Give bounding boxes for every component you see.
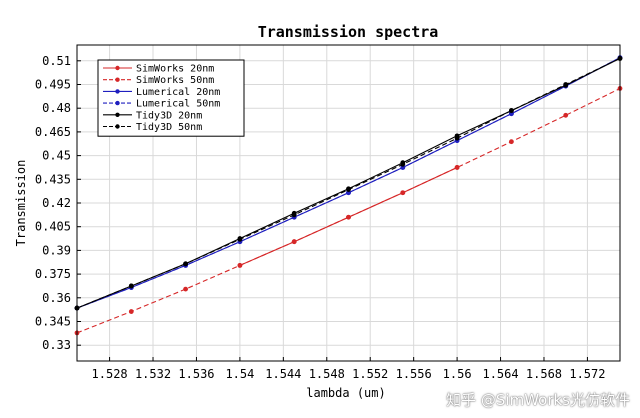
legend-label: Tidy3D 20nm (136, 110, 202, 121)
legend-marker (115, 65, 120, 71)
series-line (76, 57, 621, 309)
x-axis: 1.528 1.532 1.536 1.54 1.544 1.548 1.552 1.556 1… (92, 357, 605, 381)
x-tick-label: 1.568 (526, 367, 562, 381)
x-tick-label: 1.528 (92, 367, 128, 381)
legend-label: Lumerical 50nm (136, 99, 220, 110)
y-tick-label: 0.495 (35, 78, 71, 92)
y-tick-label: 0.42 (42, 196, 71, 210)
y-tick-label: 0.51 (42, 54, 71, 68)
chart-title: Transmission spectra (258, 23, 439, 41)
data-point (291, 212, 297, 218)
x-tick-label: 1.564 (482, 367, 518, 381)
data-point (454, 165, 460, 170)
data-point (454, 135, 460, 141)
data-point (183, 261, 189, 267)
legend-marker (115, 89, 120, 94)
legend-marker (115, 100, 120, 106)
x-tick-label: 1.56 (443, 367, 472, 381)
legend-label: Lumerical 20nm (136, 87, 220, 98)
x-tick-label: 1.552 (352, 367, 388, 381)
y-tick-label: 0.39 (42, 243, 71, 257)
data-point (400, 161, 406, 167)
y-tick-label: 0.48 (42, 101, 71, 115)
data-point (563, 112, 569, 118)
y-tick-label: 0.45 (42, 149, 71, 163)
data-point (128, 283, 134, 289)
y-tick-label: 0.435 (35, 172, 71, 186)
legend-label: SimWorks 20nm (136, 64, 214, 75)
data-point (400, 190, 406, 196)
data-point (237, 263, 243, 268)
x-tick-label: 1.536 (178, 367, 214, 381)
data-point (509, 139, 514, 145)
series-layer (74, 55, 623, 336)
legend-label: SimWorks 50nm (136, 75, 214, 86)
data-point (128, 309, 134, 314)
legend-marker (115, 77, 120, 82)
x-tick-label: 1.544 (265, 367, 301, 381)
y-axis-label: Transmission (14, 160, 28, 247)
data-point (346, 214, 351, 220)
data-point (509, 108, 514, 113)
series-line (76, 88, 621, 334)
x-tick-label: 1.54 (225, 367, 254, 381)
y-axis: 0.33 0.345 0.36 0.375 0.39 0.405 0.42 0.435 0.45… (35, 54, 81, 352)
legend-box (97, 59, 245, 137)
x-tick-label: 1.548 (309, 367, 345, 381)
y-tick-label: 0.465 (35, 125, 71, 139)
x-tick-label: 1.572 (569, 367, 605, 381)
y-tick-label: 0.375 (35, 267, 71, 281)
data-point (183, 286, 189, 292)
x-tick-label: 1.532 (135, 367, 171, 381)
y-tick-label: 0.345 (35, 315, 71, 329)
data-point (291, 239, 297, 245)
watermark: 知乎 @SimWorks光仿软件 (446, 391, 630, 409)
legend-marker (115, 112, 120, 118)
legend-marker (115, 124, 120, 129)
data-point (237, 236, 243, 242)
x-tick-label: 1.556 (396, 367, 432, 381)
data-point (563, 82, 569, 87)
legend-label: Tidy3D 50nm (136, 122, 202, 133)
y-tick-label: 0.405 (35, 220, 71, 234)
y-tick-label: 0.36 (42, 291, 71, 305)
data-point (346, 187, 351, 192)
x-axis-label: lambda (um) (306, 386, 385, 400)
y-tick-label: 0.33 (42, 338, 71, 352)
